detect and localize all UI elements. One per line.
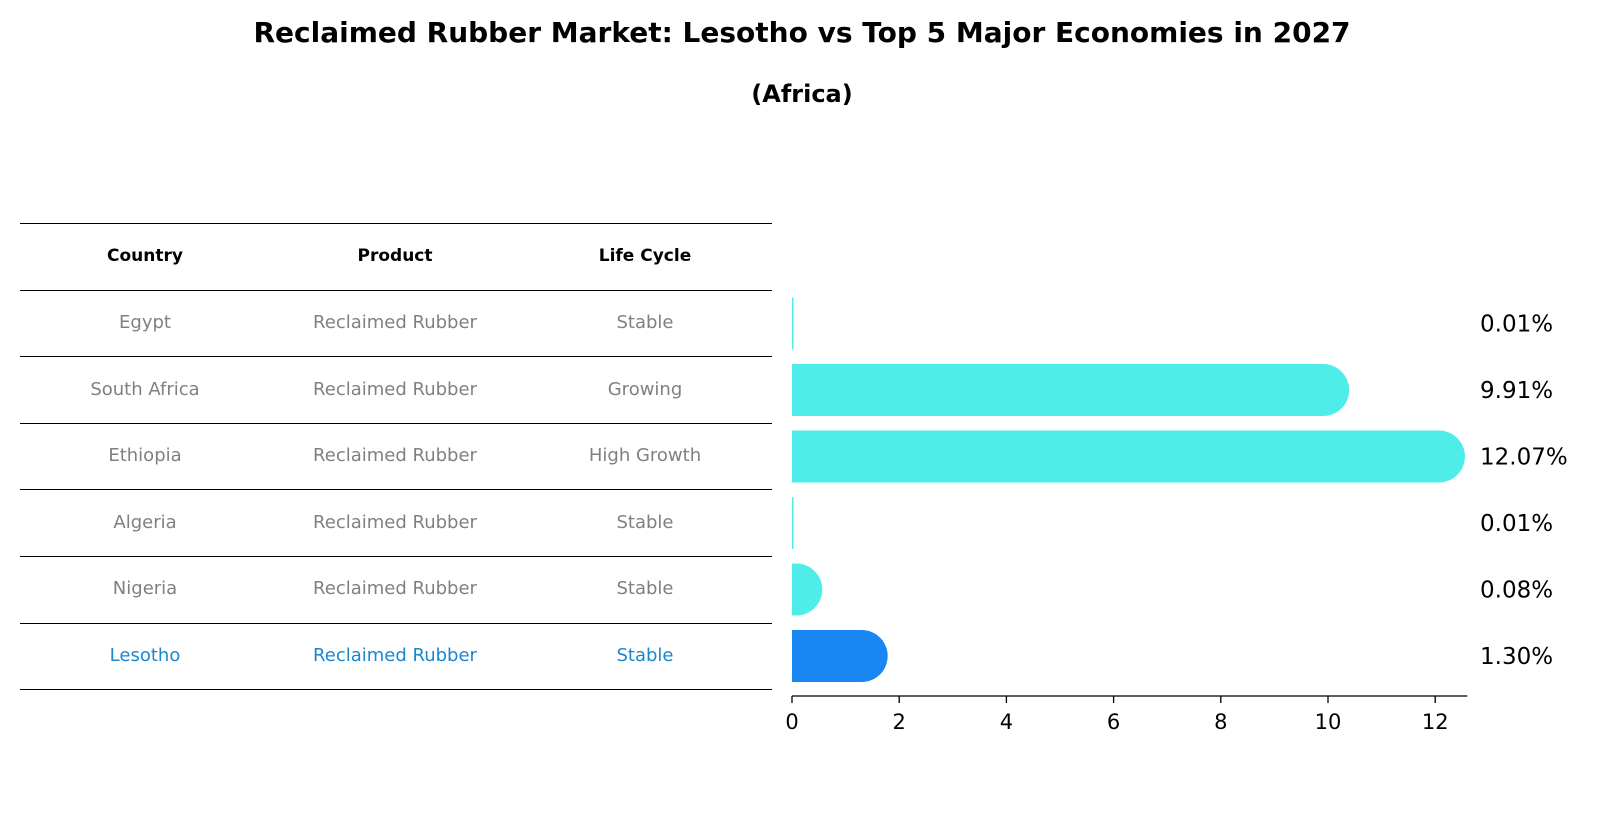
table-header-product: Product: [357, 246, 433, 267]
bar-egypt: [792, 297, 794, 350]
table-rule: [20, 489, 772, 491]
table-cell-life-cycle: Stable: [616, 311, 674, 333]
table-cell-country: Algeria: [113, 511, 177, 533]
bar-south-africa: [792, 364, 1350, 416]
table-rule: [20, 223, 772, 224]
chart-subtitle: (Africa): [751, 80, 853, 108]
table-rule: [20, 289, 772, 291]
table-cell-life-cycle: High Growth: [588, 445, 702, 467]
x-tick-label: 6: [1107, 710, 1120, 734]
table-rule: [20, 622, 772, 624]
table-cell-product: Reclaimed Rubber: [313, 578, 477, 600]
table-cell-product: Reclaimed Rubber: [313, 511, 477, 533]
value-label: 9.91%: [1480, 378, 1553, 404]
chart-title: Reclaimed Rubber Market: Lesotho vs Top …: [253, 16, 1351, 49]
table-header-life-cycle: Life Cycle: [598, 246, 692, 267]
bar-ethiopia: [792, 430, 1465, 483]
x-tick-label: 10: [1315, 710, 1342, 734]
x-tick-label: 0: [785, 710, 798, 734]
table-cell-life-cycle: Growing: [607, 378, 683, 400]
table-rule: [20, 422, 772, 424]
table-cell-product: Reclaimed Rubber: [313, 445, 477, 467]
bar-algeria: [792, 497, 794, 549]
table-cell-country: Lesotho: [109, 644, 181, 666]
table-cell-product: Reclaimed Rubber: [313, 311, 477, 333]
x-tick-label: 12: [1422, 710, 1449, 734]
value-label: 0.08%: [1480, 578, 1553, 604]
value-label: 0.01%: [1480, 312, 1553, 338]
bar-lesotho: [792, 630, 888, 682]
table-cell-country: South Africa: [90, 378, 200, 400]
table-header-country: Country: [107, 246, 183, 267]
x-tick-label: 8: [1214, 710, 1227, 734]
bar-nigeria: [792, 563, 823, 616]
table-cell-life-cycle: Stable: [616, 578, 674, 600]
value-label: 1.30%: [1480, 644, 1553, 670]
x-tick-label: 2: [893, 710, 906, 734]
table-rule: [20, 356, 772, 358]
table-cell-life-cycle: Stable: [616, 644, 674, 666]
value-label: 12.07%: [1480, 445, 1568, 471]
table-rule: [20, 556, 772, 557]
table-cell-country: Ethiopia: [108, 445, 182, 467]
table-cell-life-cycle: Stable: [616, 511, 674, 533]
value-label: 0.01%: [1480, 511, 1553, 537]
x-tick-label: 4: [1000, 710, 1013, 734]
table-cell-country: Nigeria: [112, 578, 178, 600]
table-cell-country: Egypt: [119, 311, 171, 333]
table-cell-product: Reclaimed Rubber: [313, 378, 477, 400]
table-rule: [20, 689, 772, 691]
table-cell-product: Reclaimed Rubber: [313, 644, 477, 666]
